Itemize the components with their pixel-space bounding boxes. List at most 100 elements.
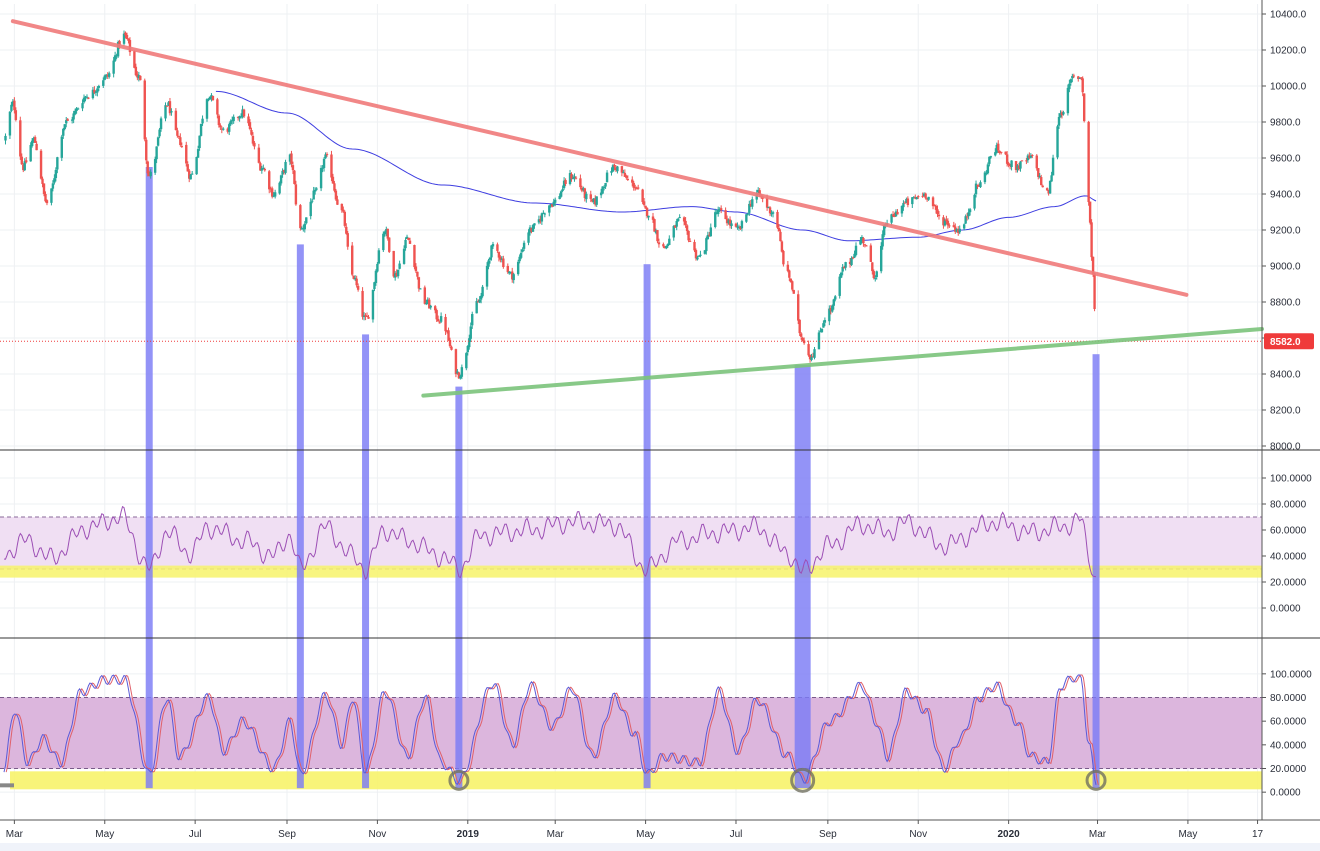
candle-down [330, 154, 333, 178]
candle-up [509, 271, 512, 273]
candle-up [900, 205, 904, 214]
candle-down [447, 330, 450, 341]
candle-down [219, 125, 222, 128]
candle-down [1000, 151, 1003, 153]
rsi-axis-tick-label: 60.0000 [1270, 526, 1307, 537]
candle-up [748, 203, 751, 213]
candle-up [1051, 157, 1055, 176]
candle-up [85, 96, 89, 98]
candle-down [1017, 165, 1021, 170]
candle-down [589, 194, 592, 199]
candle-up [311, 200, 314, 202]
candle-down [791, 281, 794, 290]
candle-down [893, 213, 896, 218]
candle-up [894, 211, 898, 217]
candle-down [634, 187, 637, 189]
candle-up [967, 212, 970, 217]
highlight-bar [643, 264, 651, 789]
candle-up [1016, 165, 1019, 171]
price-axis-tick-label: 8800.0 [1270, 298, 1301, 309]
candle-up [396, 269, 400, 277]
candle-down [934, 205, 938, 210]
candle-up [4, 135, 7, 141]
candle-up [207, 99, 210, 101]
candle-up [460, 367, 464, 377]
stochastic-axis-tick-label: 60.0000 [1270, 717, 1307, 728]
candle-down [933, 205, 936, 207]
trendlines[interactable] [10, 19, 1264, 398]
candle-down [416, 271, 419, 277]
candle-down [436, 318, 440, 322]
candle-up [912, 197, 915, 199]
candle-down [1041, 185, 1044, 188]
last-price-tag-bg [1264, 333, 1314, 350]
candle-down [1093, 273, 1096, 310]
candle-up [281, 170, 284, 175]
candle-down [176, 130, 179, 136]
candle-up [279, 175, 283, 184]
candle-up [1010, 160, 1013, 168]
rsi-axis-tick-label: 0.0000 [1270, 604, 1301, 615]
candle-up [96, 88, 99, 93]
candle-up [362, 315, 366, 318]
candle-up [599, 192, 603, 196]
candle-down [325, 154, 329, 156]
candle-down [765, 197, 769, 208]
candle-up [469, 326, 472, 339]
candle-up [519, 252, 523, 258]
candle-up [1048, 180, 1052, 194]
candle-down [863, 244, 867, 246]
candle-down [395, 272, 398, 277]
candle-up [167, 102, 170, 106]
candle-down [506, 265, 509, 273]
candle-down [42, 183, 46, 195]
candle-up [703, 250, 707, 254]
candle-down [44, 194, 47, 202]
candle-down [539, 219, 542, 222]
candle-down [570, 173, 573, 179]
candle-up [882, 225, 886, 236]
candle-up [312, 190, 315, 200]
candle-down [694, 250, 698, 259]
candle-up [300, 228, 304, 230]
candle-up [321, 167, 324, 169]
last-price-tag: 8582.0 [1264, 333, 1314, 350]
candle-down [1008, 164, 1012, 166]
candle-up [30, 140, 34, 147]
candle-up [479, 295, 483, 300]
candle-down [801, 337, 804, 342]
candle-up [303, 223, 306, 230]
candle-up [51, 183, 55, 189]
stochastic-band [0, 697, 1262, 769]
time-axis-tick-label: May [636, 829, 655, 840]
candle-up [881, 234, 884, 247]
candle-down [1081, 78, 1084, 93]
candle-down [625, 175, 628, 178]
candle-up [927, 196, 930, 200]
candle-down [413, 245, 416, 268]
time-axis-tick-label: Jul [189, 829, 202, 840]
support-trendline[interactable] [421, 327, 1264, 398]
time-axis-tick-label: 2019 [457, 829, 480, 840]
candle-down [433, 306, 437, 311]
candle-up [373, 282, 376, 290]
candle-down [355, 278, 358, 286]
resistance-trendline[interactable] [10, 19, 1189, 297]
candle-down [242, 109, 246, 117]
candle-up [890, 214, 893, 223]
candle-up [488, 257, 492, 260]
candle-down [636, 187, 640, 189]
candle-down [662, 244, 665, 247]
candle-down [842, 267, 846, 269]
candle-up [478, 299, 481, 303]
candle-up [571, 178, 575, 180]
candle-down [651, 216, 655, 220]
time-axis-tick-label: Jul [730, 829, 743, 840]
candle-down [653, 219, 656, 232]
candle-down [134, 66, 138, 76]
candle-down [139, 75, 142, 81]
candle-up [1066, 87, 1070, 114]
candle-down [188, 170, 191, 179]
candle-down [780, 241, 784, 252]
